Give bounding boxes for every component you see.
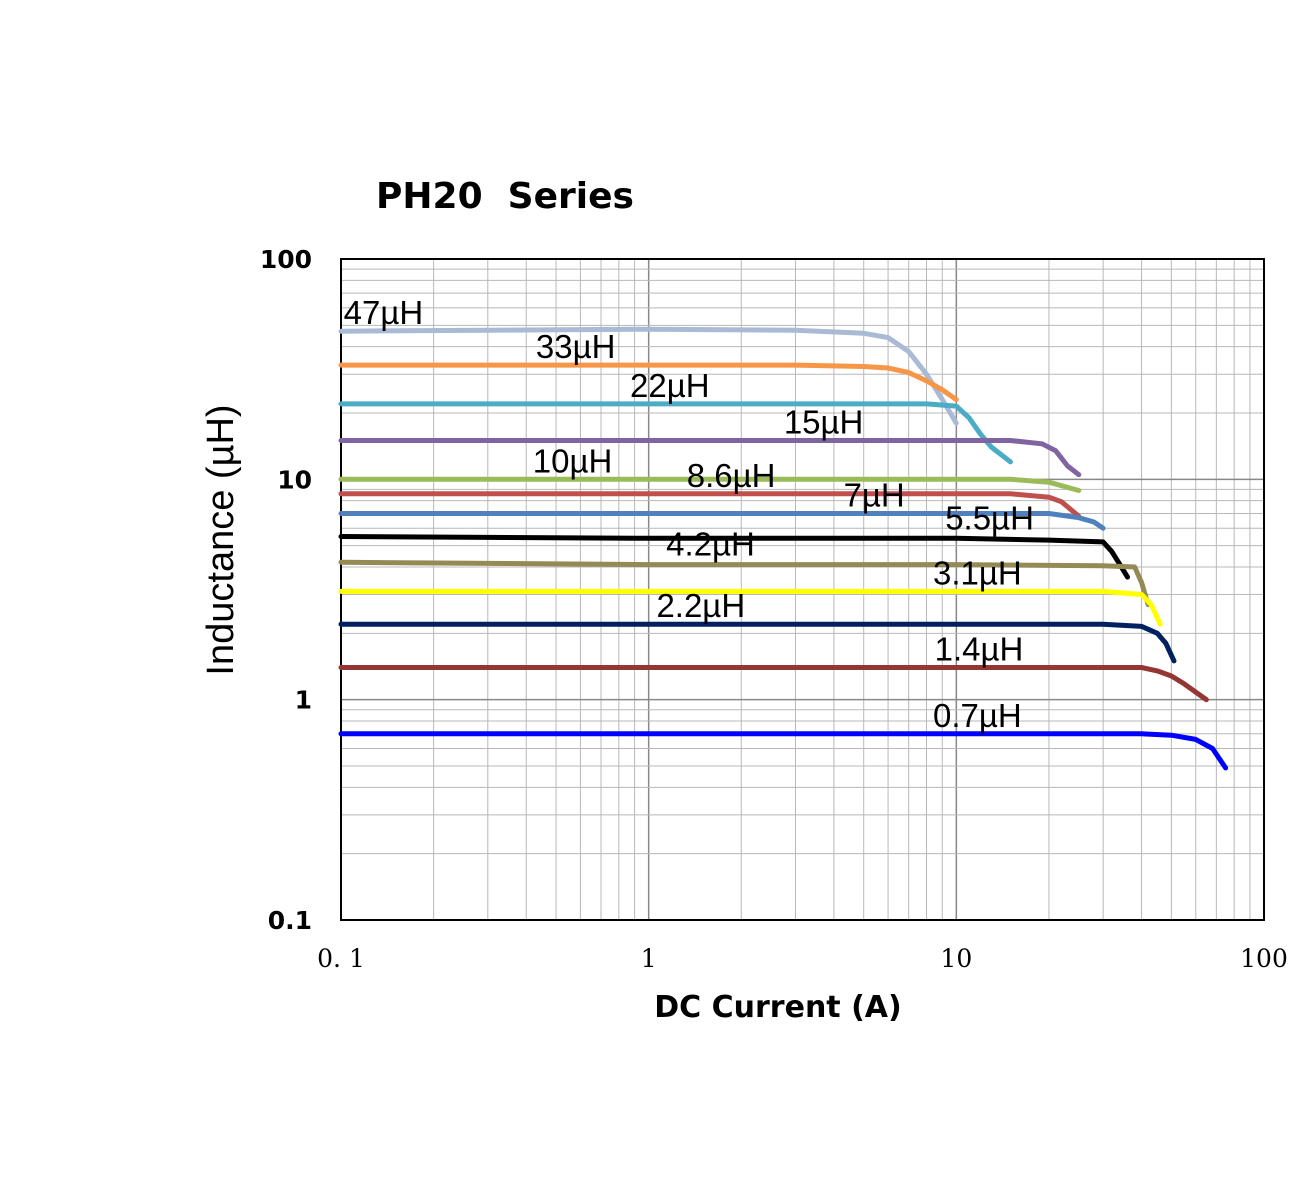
series-line xyxy=(338,621,1177,664)
series-label: 1.4µH xyxy=(935,630,1024,667)
series-lines xyxy=(338,326,1229,771)
y-axis-label: Inductance (µH) xyxy=(200,404,242,675)
y-tick-label: 0.1 xyxy=(268,906,312,935)
series-label: 7µH xyxy=(844,476,905,513)
series-line xyxy=(338,476,1082,493)
series-line xyxy=(338,731,1229,771)
series-line xyxy=(338,511,1106,531)
series-line xyxy=(338,534,1130,580)
series-line xyxy=(338,491,1082,519)
series-labels: 47µH 33µH 22µH 15µH 10µH 8.6µH 7µH 5.5µH 4.2µH 3.… xyxy=(344,294,1034,734)
x-tick-label: 1 xyxy=(641,944,657,973)
x-tick-label: 10 xyxy=(940,944,972,973)
x-tick-label: 100 xyxy=(1240,944,1288,973)
series-label: 0.7µH xyxy=(933,697,1022,734)
series-label: 10µH xyxy=(533,442,613,479)
series-label: 22µH xyxy=(630,367,710,404)
series-line xyxy=(338,588,1163,627)
y-tick-label: 1 xyxy=(295,686,312,715)
series-label: 3.1µH xyxy=(933,554,1022,591)
series-label: 2.2µH xyxy=(656,587,745,624)
series-label: 47µH xyxy=(344,294,424,331)
x-tick-label: 0. 1 xyxy=(317,944,365,973)
series-label: 5.5µH xyxy=(945,500,1034,537)
series-label: 33µH xyxy=(536,328,616,365)
series-label: 8.6µH xyxy=(687,457,776,494)
series-line xyxy=(338,665,1209,703)
x-tick-labels: 0. 1 1 10 100 xyxy=(317,944,1288,973)
series-label: 15µH xyxy=(784,404,864,441)
series-line xyxy=(338,362,959,403)
series-label: 4.2µH xyxy=(666,525,755,562)
y-tick-label: 10 xyxy=(277,465,312,494)
series-line xyxy=(338,559,1151,608)
x-axis-label: DC Current (A) xyxy=(654,990,901,1025)
y-tick-label: 100 xyxy=(260,245,312,274)
series-line xyxy=(338,438,1082,478)
chart-title: PH20 Series xyxy=(376,176,634,217)
y-tick-labels: 0.1 1 10 100 xyxy=(260,245,312,935)
